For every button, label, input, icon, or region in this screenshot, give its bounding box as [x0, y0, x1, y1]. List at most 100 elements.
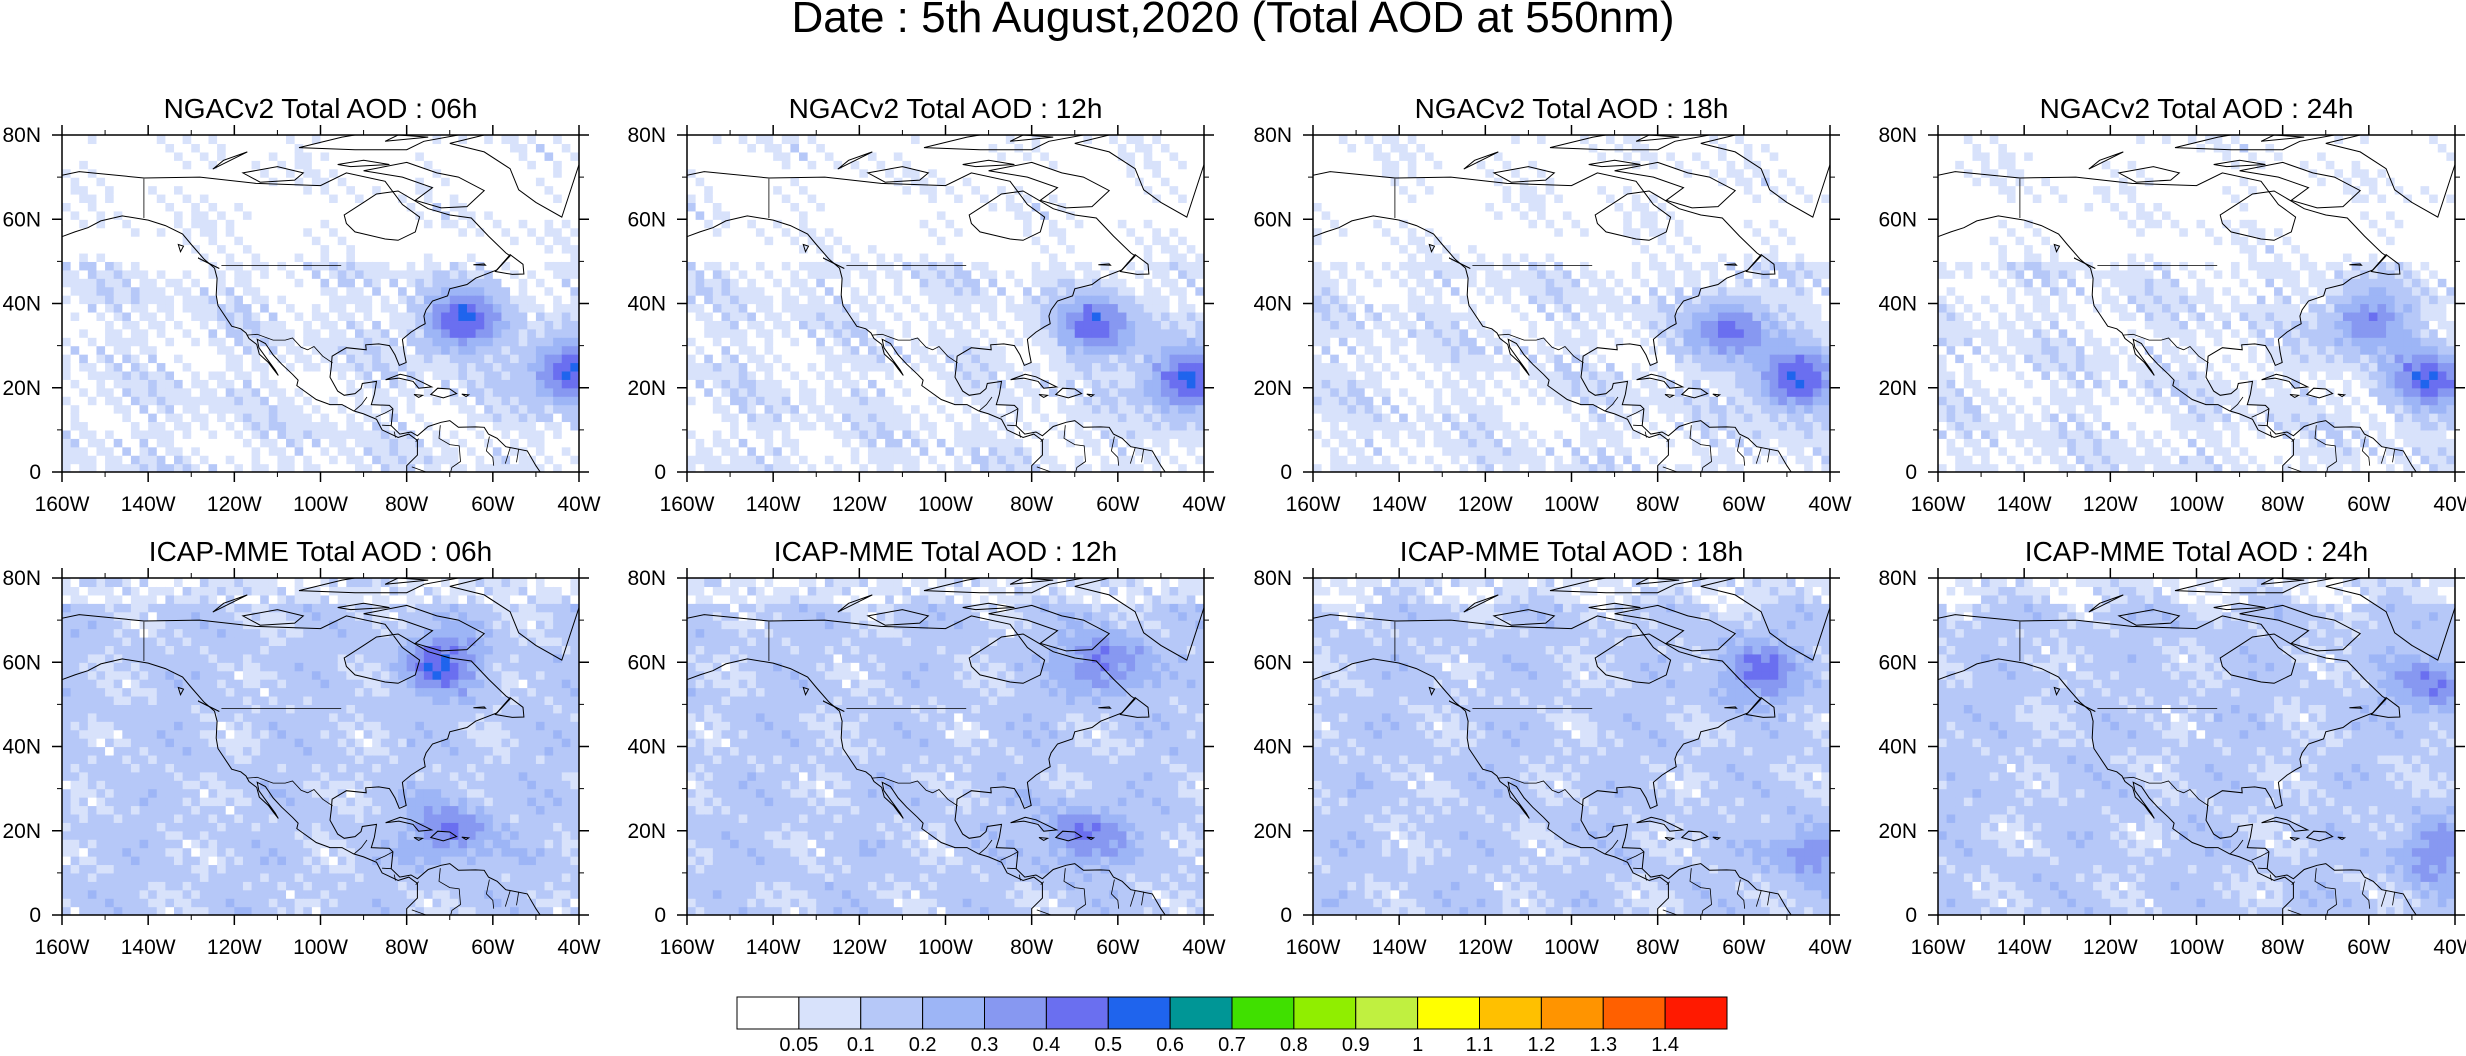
aod-cell: [527, 396, 537, 406]
x-tick-label: 60W: [471, 493, 514, 516]
aod-cell: [755, 354, 766, 364]
aod-cell: [286, 202, 296, 212]
aod-cell: [962, 295, 972, 305]
aod-cell: [320, 379, 330, 389]
aod-cell: [1023, 160, 1033, 170]
aod-cell: [423, 168, 434, 178]
aod-cell: [1100, 160, 1110, 170]
aod-cell: [687, 362, 697, 372]
aod-cell: [225, 295, 235, 305]
aod-cell: [225, 438, 235, 448]
aod-cell: [337, 278, 347, 288]
aod-cell: [1152, 202, 1162, 212]
aod-cell: [695, 387, 705, 397]
aod-cell: [510, 337, 520, 347]
aod-cell: [1005, 354, 1016, 364]
aod-cell: [1135, 370, 1145, 380]
aod-cell: [217, 379, 227, 389]
aod-cell: [928, 269, 938, 279]
aod-cell: [1152, 379, 1162, 389]
aod-cell: [1040, 177, 1050, 187]
aod-cell: [1152, 286, 1162, 296]
aod-cell: [156, 286, 166, 296]
aod-cell: [954, 413, 964, 423]
aod-cell: [303, 345, 313, 355]
aod-cell: [354, 236, 365, 246]
aod-cell: [988, 370, 998, 380]
aod-cell: [911, 455, 921, 465]
aod-cell: [398, 379, 408, 389]
aod-cell: [1109, 269, 1119, 279]
aod-cell: [824, 362, 835, 372]
aod-cell: [260, 421, 270, 431]
aod-cell: [527, 295, 537, 305]
aod-cell: [484, 337, 494, 347]
aod-cell: [449, 320, 459, 330]
aod-cell: [1109, 143, 1119, 153]
aod-cell: [122, 236, 132, 246]
aod-cell: [449, 193, 459, 204]
aod-cell: [423, 320, 434, 330]
aod-cell: [1178, 286, 1188, 296]
aod-cell: [406, 429, 416, 439]
aod-cell: [70, 244, 80, 254]
aod-cell: [1048, 303, 1059, 313]
aod-cell: [807, 379, 817, 389]
aod-cell: [70, 185, 80, 195]
aod-cell: [346, 311, 356, 321]
aod-cell: [850, 143, 860, 153]
aod-cell: [234, 227, 244, 237]
aod-cell: [449, 438, 459, 448]
aod-cell: [704, 269, 714, 279]
aod-cell: [893, 269, 904, 279]
aod-cell: [695, 446, 705, 456]
aod-cell: [695, 160, 705, 170]
aod-cell: [518, 387, 528, 397]
aod-cell: [833, 413, 843, 423]
aod-cell: [191, 269, 201, 279]
aod-cell: [695, 362, 705, 372]
aod-cell: [165, 261, 175, 271]
aod-cell: [738, 337, 748, 347]
aod-cell: [303, 202, 313, 212]
aod-cell: [423, 236, 434, 246]
aod-cell: [1135, 345, 1145, 355]
aod-cell: [191, 421, 201, 431]
aod-cell: [876, 252, 886, 262]
aod-cell: [1100, 219, 1110, 229]
aod-cell: [501, 320, 511, 330]
aod-cell: [561, 438, 571, 448]
aod-cell: [174, 328, 184, 338]
aod-cell: [1023, 193, 1033, 204]
aod-cell: [466, 269, 477, 279]
aod-cell: [1091, 278, 1102, 288]
aod-cell: [1083, 151, 1093, 161]
aod-cell: [1014, 379, 1024, 389]
aod-cell: [1160, 303, 1171, 313]
aod-cell: [398, 438, 408, 448]
aod-cell: [747, 320, 757, 330]
aod-cell: [432, 379, 442, 389]
aod-cell: [842, 177, 852, 187]
aod-cell: [1048, 295, 1059, 305]
aod-cell: [242, 135, 253, 145]
aod-cell: [1195, 337, 1204, 347]
aod-cell: [518, 135, 528, 145]
aod-cell: [303, 387, 313, 397]
aod-cell: [268, 438, 279, 448]
aod-cell: [113, 278, 123, 288]
aod-cell: [781, 345, 791, 355]
aod-cell: [704, 337, 714, 347]
aod-cell: [96, 379, 106, 389]
aod-cell: [380, 311, 391, 321]
aod-cell: [1005, 446, 1016, 456]
aod-cell: [781, 236, 791, 246]
aod-cell: [1152, 210, 1162, 220]
aod-cell: [971, 354, 981, 364]
aod-cell: [415, 404, 425, 414]
aod-cell: [1109, 337, 1119, 347]
aod-cell: [747, 328, 757, 338]
aod-cell: [893, 370, 904, 380]
aod-cell: [329, 286, 339, 296]
aod-cell: [544, 311, 554, 321]
